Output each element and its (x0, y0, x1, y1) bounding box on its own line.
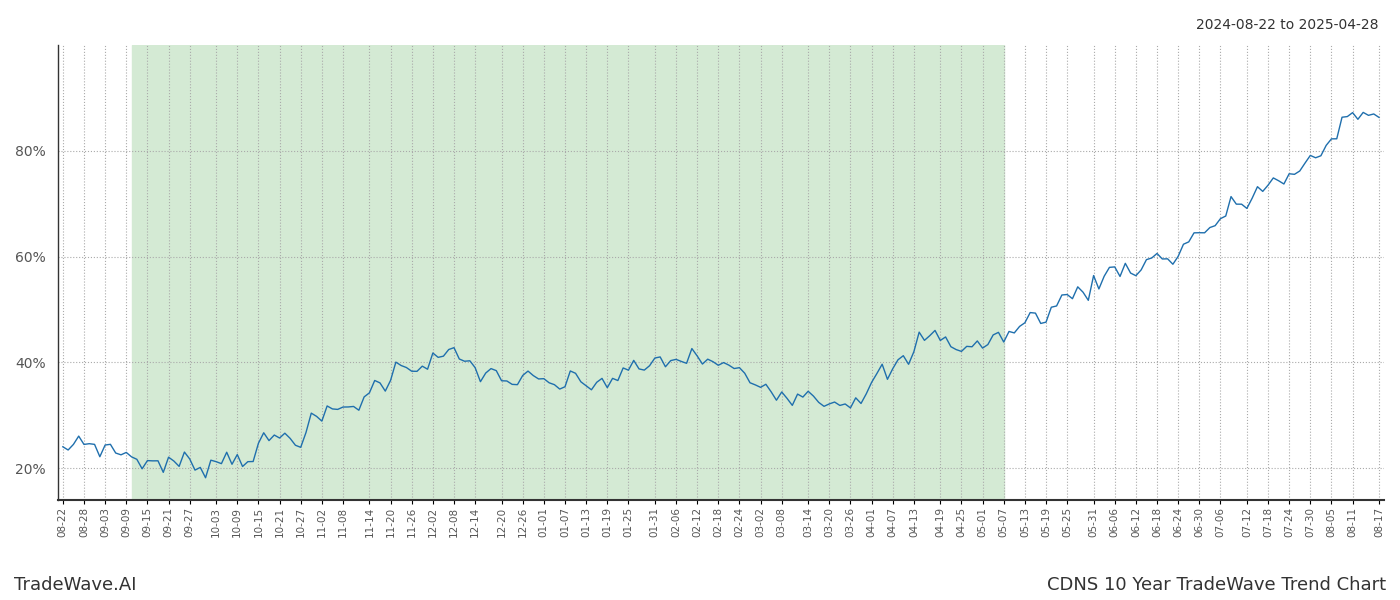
Text: TradeWave.AI: TradeWave.AI (14, 576, 137, 594)
Bar (132, 45, 1004, 500)
Text: 2024-08-22 to 2025-04-28: 2024-08-22 to 2025-04-28 (1197, 18, 1379, 32)
Text: CDNS 10 Year TradeWave Trend Chart: CDNS 10 Year TradeWave Trend Chart (1047, 576, 1386, 594)
